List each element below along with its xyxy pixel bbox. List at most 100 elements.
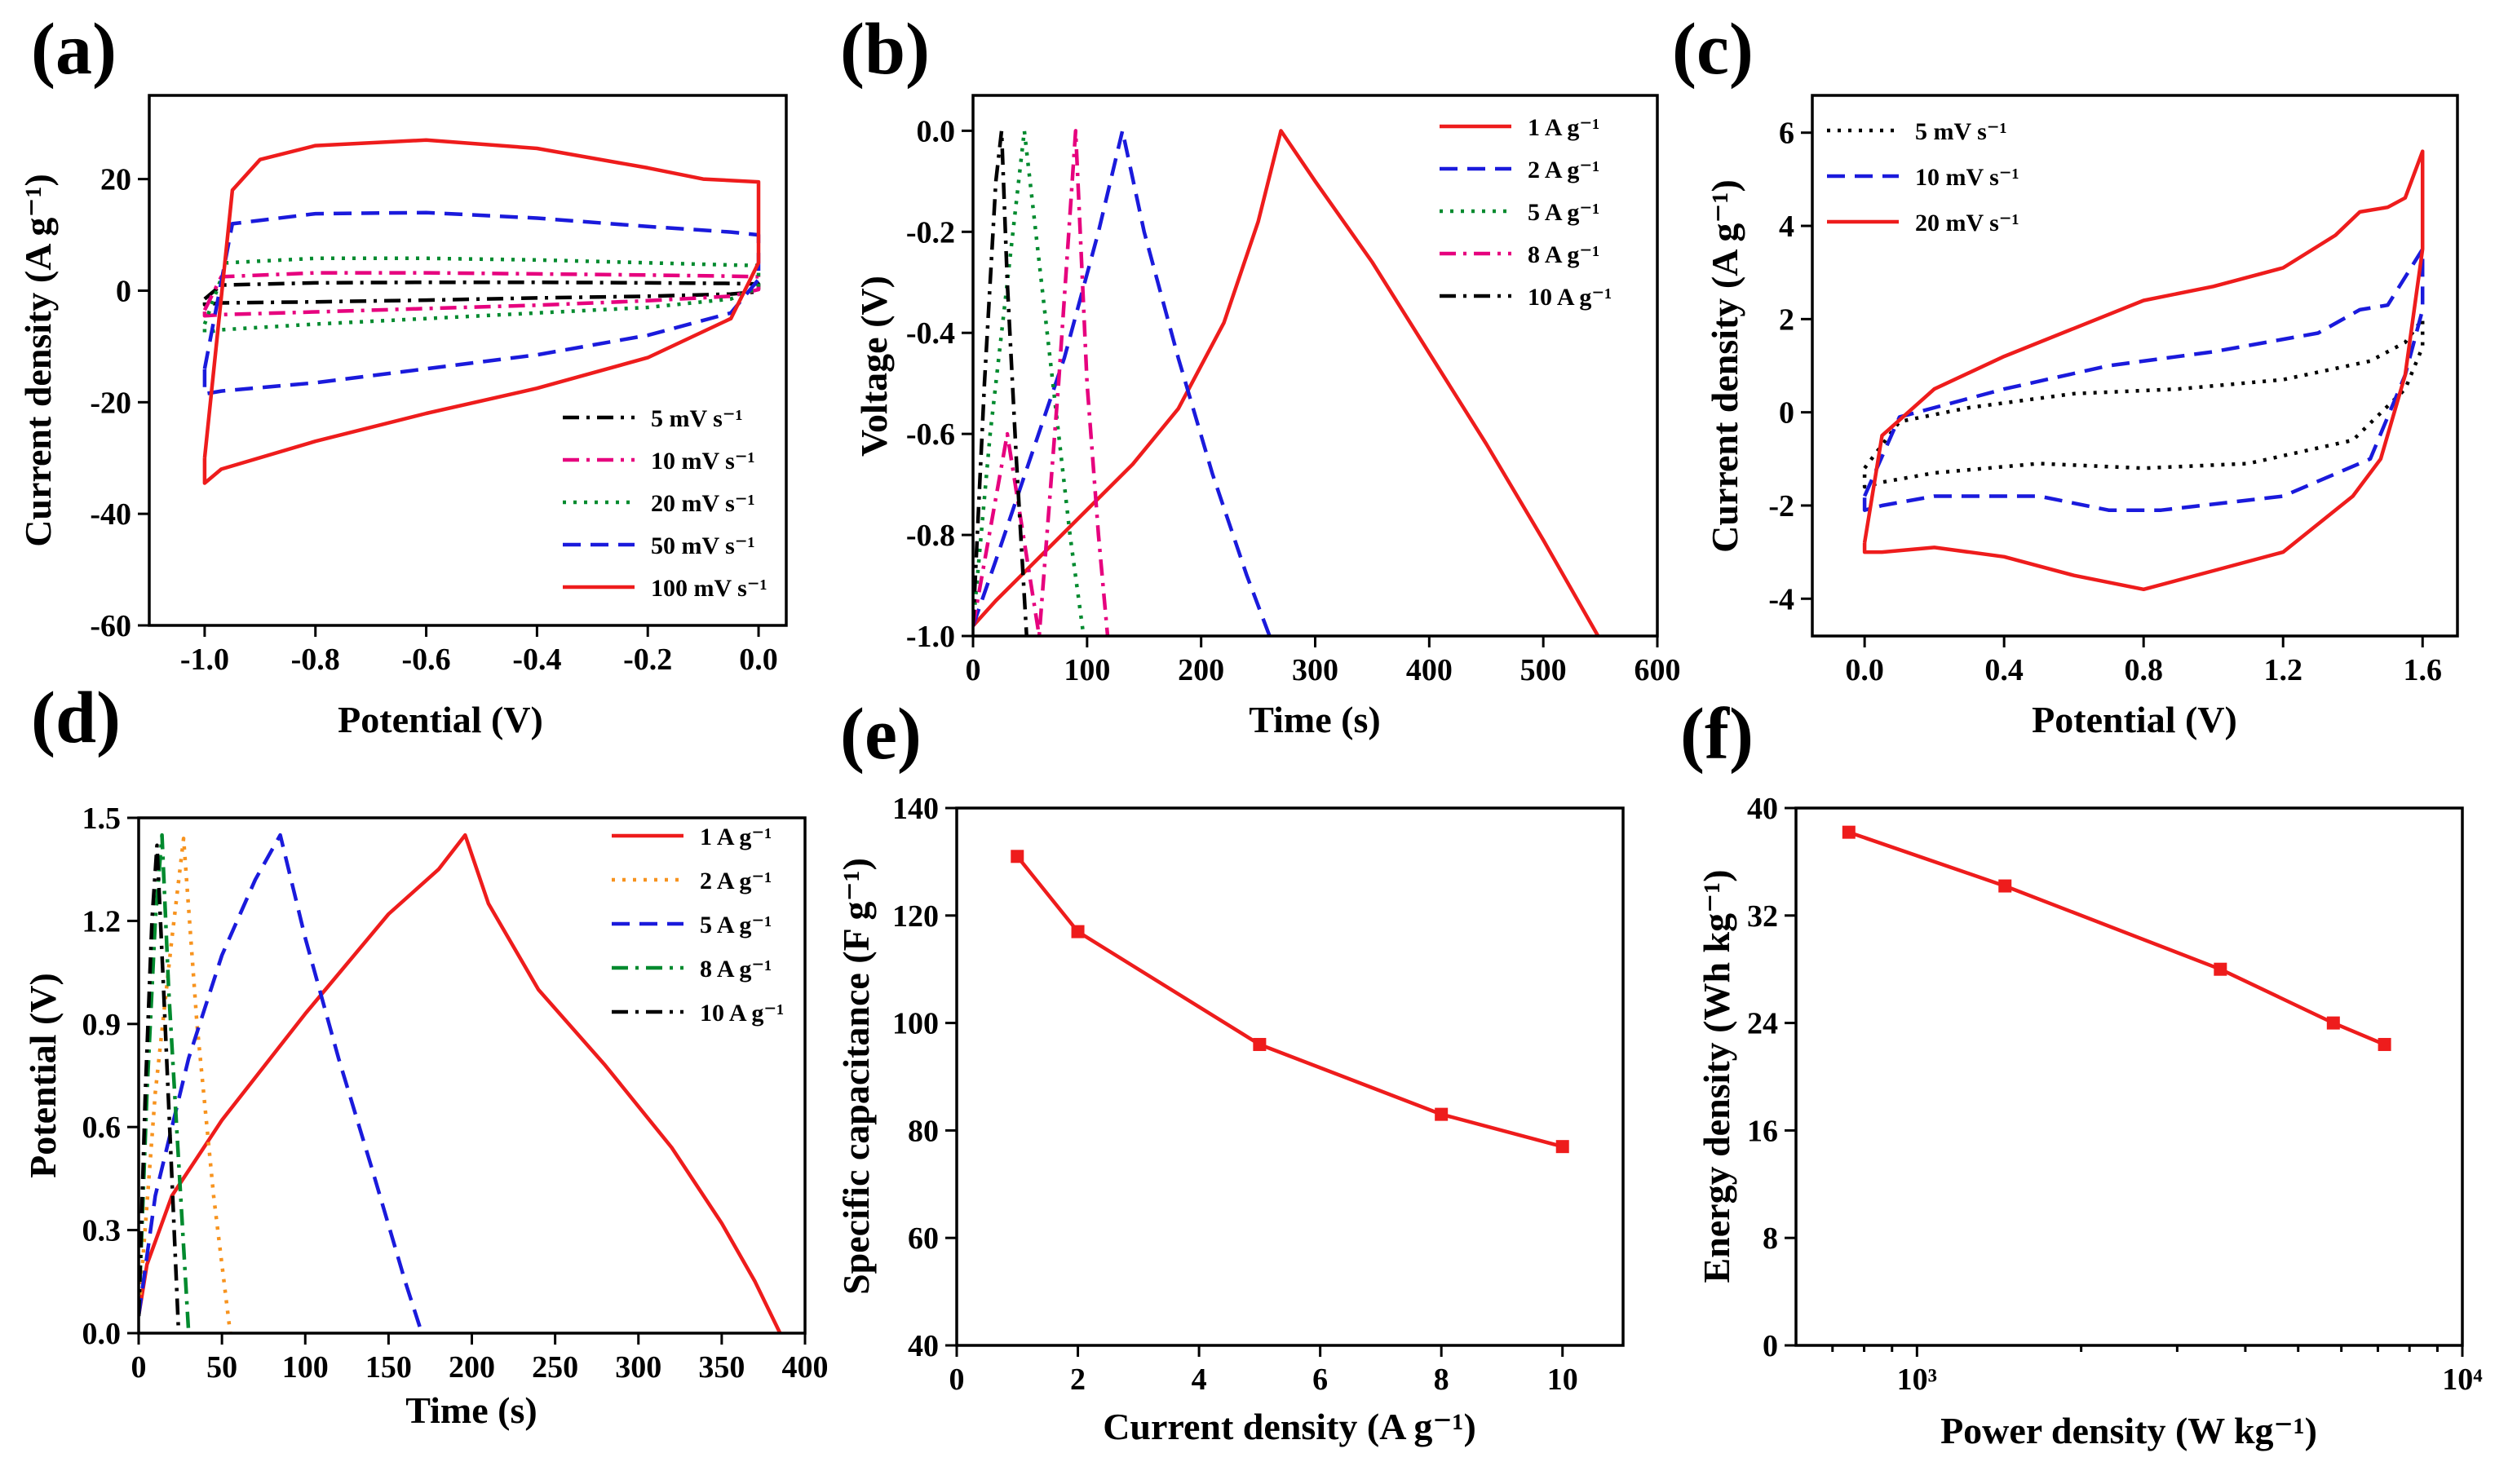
y-tick-label: 6 — [1779, 117, 1794, 151]
panel-label: (f) — [1680, 694, 1754, 775]
y-tick-label: 100 — [892, 1007, 939, 1041]
y-tick-label: -1.0 — [906, 620, 955, 654]
x-tick-label: 400 — [1406, 653, 1453, 687]
y-tick-label: 0.9 — [82, 1008, 122, 1042]
x-tick-label: 100 — [1064, 653, 1110, 687]
x-tick-label: 50 — [206, 1350, 237, 1385]
legend-label: 8 A g⁻¹ — [700, 956, 772, 983]
x-tick-label: 200 — [449, 1350, 495, 1385]
y-tick-label: -20 — [90, 386, 131, 420]
legend-label: 10 mV s⁻¹ — [1915, 164, 2019, 191]
data-point — [1842, 825, 1856, 839]
y-tick-label: 40 — [1747, 792, 1778, 826]
series-line-5 — [973, 129, 1028, 636]
legend-label: 8 A g⁻¹ — [1528, 241, 1599, 268]
legend-label: 5 A g⁻¹ — [1528, 199, 1599, 226]
legend-label: 1 A g⁻¹ — [700, 824, 772, 850]
data-point — [1555, 1140, 1569, 1154]
x-tick-label: 0 — [131, 1350, 147, 1385]
y-axis-title: Energy density (Wh kg⁻¹) — [1696, 869, 1737, 1283]
y-tick-label: 1.5 — [82, 802, 122, 836]
x-tick-label: 0 — [949, 1363, 965, 1397]
y-tick-label: -0.6 — [906, 417, 955, 452]
y-tick-label: -60 — [90, 609, 131, 643]
y-tick-label: -0.4 — [906, 316, 955, 351]
y-tick-label: 0.3 — [82, 1214, 122, 1248]
x-tick-label: 10³ — [1897, 1363, 1937, 1397]
x-tick-label: 200 — [1178, 653, 1224, 687]
series-group — [1862, 149, 2425, 592]
plot-frame — [955, 806, 1625, 1347]
x-tick-label: 0.4 — [1984, 653, 2024, 687]
x-tick-label: 150 — [365, 1350, 412, 1385]
y-tick-label: 0 — [1779, 396, 1794, 431]
x-tick-label: 1.2 — [2263, 653, 2302, 687]
series-line-1 — [973, 129, 1600, 636]
x-tick-label: -0.2 — [623, 643, 672, 677]
legend-label: 10 mV s⁻¹ — [651, 448, 755, 475]
panel-a: -1.0 -0.8 -0.6 -0.4 -0.2 0.0 -60 -40 -20 0 20 Poten… — [17, 9, 788, 740]
legend-label: 10 A g⁻¹ — [700, 1000, 784, 1027]
x-axis-title: Potential (V) — [2032, 699, 2237, 740]
panel-c: 0.0 0.4 0.8 1.2 1.6 -4 -2 0 2 4 6 Potential (V) Curr… — [1672, 9, 2459, 740]
y-tick-label: 4 — [1779, 210, 1794, 244]
y-tick-label: 40 — [908, 1329, 939, 1363]
y-tick-label: 0.0 — [82, 1317, 122, 1351]
legend-label: 5 A g⁻¹ — [700, 912, 772, 939]
x-tick-label: -0.4 — [512, 643, 561, 677]
series-line-2 — [1862, 247, 2425, 512]
series-group — [973, 129, 1600, 636]
y-tick-label: 140 — [892, 792, 939, 826]
panel-e: 0 2 4 6 8 10 40 60 80 100 120 140 Current density (A… — [835, 694, 1625, 1447]
data-point — [1998, 879, 2012, 893]
series-line-3 — [202, 256, 761, 335]
series-line-1 — [1848, 830, 2386, 1047]
data-point — [1011, 850, 1024, 863]
x-tick-label: 10 — [1547, 1363, 1578, 1397]
y-tick-label: 0.6 — [82, 1111, 122, 1145]
series-line-1 — [139, 833, 782, 1333]
plot-frame — [1811, 94, 2459, 638]
x-tick-label: 300 — [1292, 653, 1338, 687]
data-point — [2326, 1016, 2340, 1030]
series-line-5 — [139, 843, 181, 1333]
x-tick-label: 500 — [1520, 653, 1567, 687]
plot-frame — [148, 94, 788, 627]
series-line-3 — [973, 129, 1086, 636]
x-tick-label: 1.6 — [2403, 653, 2442, 687]
y-tick-label: 80 — [908, 1114, 939, 1148]
series-group — [1015, 855, 1564, 1149]
series-line-2 — [139, 837, 232, 1333]
y-tick-label: 20 — [100, 163, 131, 197]
y-tick-label: -2 — [1768, 489, 1794, 523]
legend-label: 100 mV s⁻¹ — [651, 575, 767, 602]
data-point — [1071, 925, 1085, 939]
panel-label: (a) — [31, 9, 117, 90]
legend-label: 20 mV s⁻¹ — [1915, 210, 2019, 236]
x-tick-label: 0.0 — [739, 643, 778, 677]
legend-label: 2 A g⁻¹ — [1528, 157, 1599, 183]
y-axis-title: Current density (A g⁻¹) — [1704, 179, 1745, 553]
panel-b: 0 100 200 300 400 500 600 -1.0 -0.8 -0.6 -0.4 -0.2 0… — [840, 9, 1681, 740]
panel-f: 10³ 10⁴ 0 8 16 24 32 40 Power density (W kg⁻¹) En… — [1680, 694, 2483, 1451]
x-tick-label: 350 — [698, 1350, 745, 1385]
series-line-1 — [202, 280, 761, 307]
y-tick-label: 0.0 — [917, 114, 956, 148]
y-axis-title: Current density (A g⁻¹) — [17, 174, 59, 547]
x-tick-label: 600 — [1635, 653, 1681, 687]
legend-label: 50 mV s⁻¹ — [651, 532, 755, 559]
x-tick-label: 2 — [1070, 1363, 1086, 1397]
y-tick-label: 8 — [1763, 1221, 1778, 1256]
x-tick-label: 100 — [282, 1350, 329, 1385]
x-axis-title: Time (s) — [1249, 699, 1380, 740]
x-axis-title: Power density (W kg⁻¹) — [1940, 1410, 2317, 1451]
y-tick-label: 0 — [116, 274, 131, 308]
series-group — [1848, 830, 2386, 1047]
data-point — [2214, 962, 2227, 976]
x-axis-title: Potential (V) — [338, 699, 543, 740]
y-tick-label: -0.2 — [906, 215, 955, 250]
data-point — [1435, 1107, 1449, 1121]
y-tick-label: 2 — [1779, 303, 1794, 337]
plot-frame — [137, 816, 807, 1335]
